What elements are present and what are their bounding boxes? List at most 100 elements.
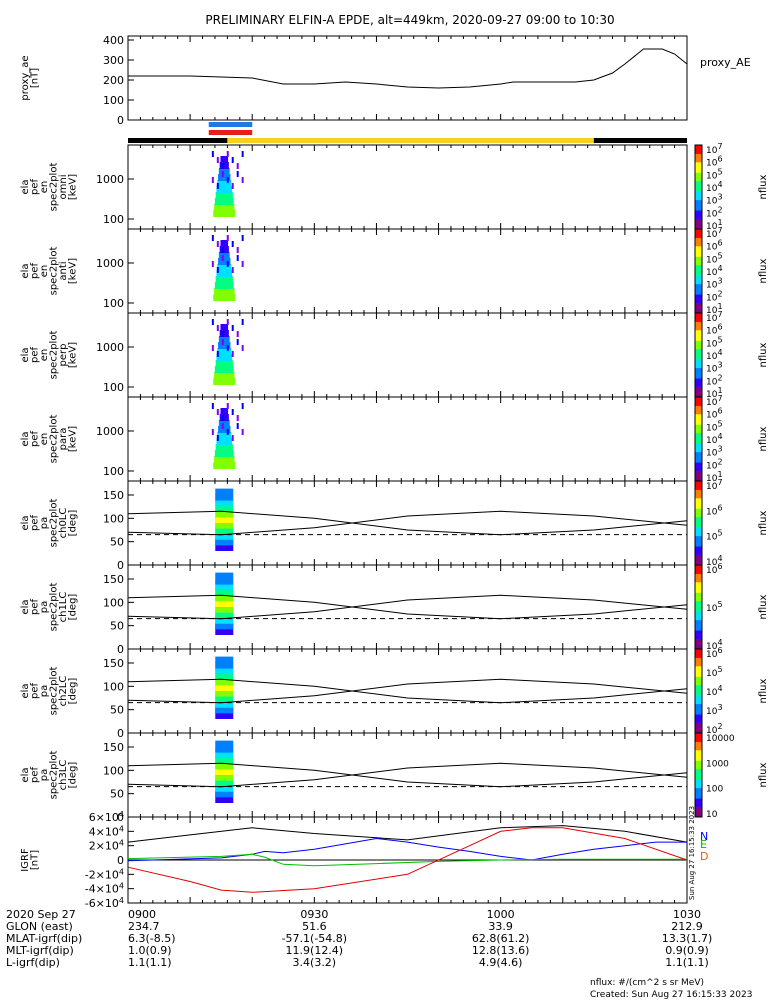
colorbar-segment bbox=[695, 298, 702, 301]
plot-frame bbox=[127, 35, 688, 121]
colorbar-segment bbox=[695, 285, 702, 289]
colorbar-segment bbox=[695, 623, 702, 627]
colorbar-segment bbox=[695, 380, 702, 383]
panel-perp: elapefenspec2plotperp[keV]10010001011021… bbox=[20, 310, 769, 400]
ephemeris-value: 212.9 bbox=[671, 920, 703, 933]
colorbar-segment bbox=[695, 336, 702, 339]
colorbar-segment bbox=[695, 157, 702, 161]
y-tick-label: 200 bbox=[103, 74, 124, 87]
colorbar-segment bbox=[695, 628, 702, 631]
y-tick-label: 50 bbox=[110, 536, 124, 549]
colorbar-segment bbox=[695, 535, 702, 539]
colorbar-segment bbox=[695, 756, 702, 759]
y-axis-label: spec2plot bbox=[49, 667, 60, 716]
colorbar-segment bbox=[695, 153, 702, 156]
colorbar-segment bbox=[695, 516, 702, 520]
ephemeris-value: 3.4(3.2) bbox=[293, 956, 337, 969]
colorbar-tick-label: 104 bbox=[706, 684, 723, 698]
colorbar-segment bbox=[695, 789, 702, 793]
y-axis-label: spec2plot bbox=[49, 583, 60, 632]
colorbar-segment bbox=[695, 613, 702, 616]
colorbar-segment bbox=[695, 712, 702, 715]
spec-pixel bbox=[220, 408, 229, 415]
colorbar-segment bbox=[695, 277, 702, 280]
colorbar-segment bbox=[695, 739, 702, 742]
ephemeris-value: 11.9(12.4) bbox=[286, 944, 344, 957]
colorbar-tick-label: 105 bbox=[706, 251, 723, 265]
colorbar-segment bbox=[695, 401, 702, 404]
spec-pixel bbox=[215, 444, 233, 451]
colorbar-segment bbox=[695, 724, 702, 728]
colorbar-segment bbox=[695, 785, 702, 789]
colorbar-segment bbox=[695, 598, 702, 602]
colorbar-segment bbox=[695, 665, 702, 669]
colorbar-segment bbox=[695, 682, 702, 686]
colorbar-tick-label: 104 bbox=[706, 432, 723, 446]
spec-pixel bbox=[211, 177, 214, 183]
colorbar-segment bbox=[695, 447, 702, 450]
colorbar-segment bbox=[695, 472, 702, 476]
spec-pixel bbox=[231, 241, 234, 247]
colorbar-tick-label: 103 bbox=[706, 277, 723, 291]
y-axis-label: [deg] bbox=[68, 678, 79, 705]
spec-pixel bbox=[231, 325, 234, 331]
spec-pixel bbox=[215, 488, 234, 501]
spec-pixel bbox=[216, 438, 233, 445]
colorbar-segment bbox=[695, 676, 702, 679]
y-axis-label: pef bbox=[30, 347, 41, 364]
colorbar-segment bbox=[695, 229, 702, 232]
figure-title: PRELIMINARY ELFIN-A EPDE, alt=449km, 202… bbox=[205, 13, 614, 27]
colorbar-tick-label: 106 bbox=[706, 239, 723, 253]
colorbar-segment bbox=[695, 602, 702, 606]
colorbar-tick-label: 105 bbox=[706, 665, 723, 679]
colorbar-segment bbox=[695, 556, 702, 560]
colorbar-segment bbox=[695, 457, 702, 461]
colorbar-segment bbox=[695, 506, 702, 509]
spec-pixel bbox=[221, 423, 224, 429]
colorbar-tick-label: 100 bbox=[706, 785, 723, 795]
colorbar-segment bbox=[695, 460, 702, 463]
science-marker bbox=[208, 122, 253, 127]
spec-pixel bbox=[216, 267, 219, 273]
colorbar-segment bbox=[695, 273, 702, 276]
colorbar-segment bbox=[695, 245, 702, 249]
y-tick-label: 1000 bbox=[96, 173, 124, 186]
colorbar-segment bbox=[695, 296, 702, 299]
colorbar-segment bbox=[695, 806, 702, 810]
spec-pixel bbox=[220, 324, 229, 331]
colorbar-segment bbox=[695, 791, 702, 795]
status-bar bbox=[128, 138, 687, 143]
y-axis-label: para bbox=[58, 428, 69, 451]
colorbar-segment bbox=[695, 476, 702, 480]
colorbar-segment bbox=[695, 405, 702, 408]
colorbar-segment bbox=[695, 445, 702, 448]
ephemeris-tick: 1030 bbox=[673, 908, 701, 921]
colorbar-segment bbox=[695, 352, 702, 356]
ephemeris-row-label: MLAT-igrf(dip) bbox=[6, 932, 82, 945]
spec-pixel bbox=[214, 450, 234, 457]
y-tick-label: 150 bbox=[103, 741, 124, 754]
ephemeris-value: 13.3(1.7) bbox=[662, 932, 713, 945]
colorbar-segment bbox=[695, 327, 702, 331]
spec-pixel bbox=[226, 403, 229, 409]
colorbar-tick-label: 106 bbox=[706, 323, 723, 337]
colorbar-segment bbox=[695, 151, 702, 154]
spec-pixel bbox=[216, 409, 219, 415]
colorbar-segment bbox=[695, 254, 702, 257]
colorbar-segment bbox=[695, 323, 702, 327]
colorbar-segment bbox=[695, 730, 702, 734]
spec-pixel bbox=[211, 403, 214, 409]
colorbar-segment bbox=[695, 554, 702, 558]
status-segment bbox=[593, 138, 687, 143]
y-axis-label: spec2plot bbox=[49, 163, 60, 212]
spec-pixel bbox=[221, 415, 224, 421]
y-axis-label: [deg] bbox=[68, 594, 79, 621]
colorbar-segment bbox=[695, 688, 702, 692]
colorbar-label: nflux bbox=[758, 342, 769, 367]
spec-pixel bbox=[211, 429, 214, 435]
colorbar-segment bbox=[695, 646, 702, 650]
colorbar-segment bbox=[695, 409, 702, 413]
